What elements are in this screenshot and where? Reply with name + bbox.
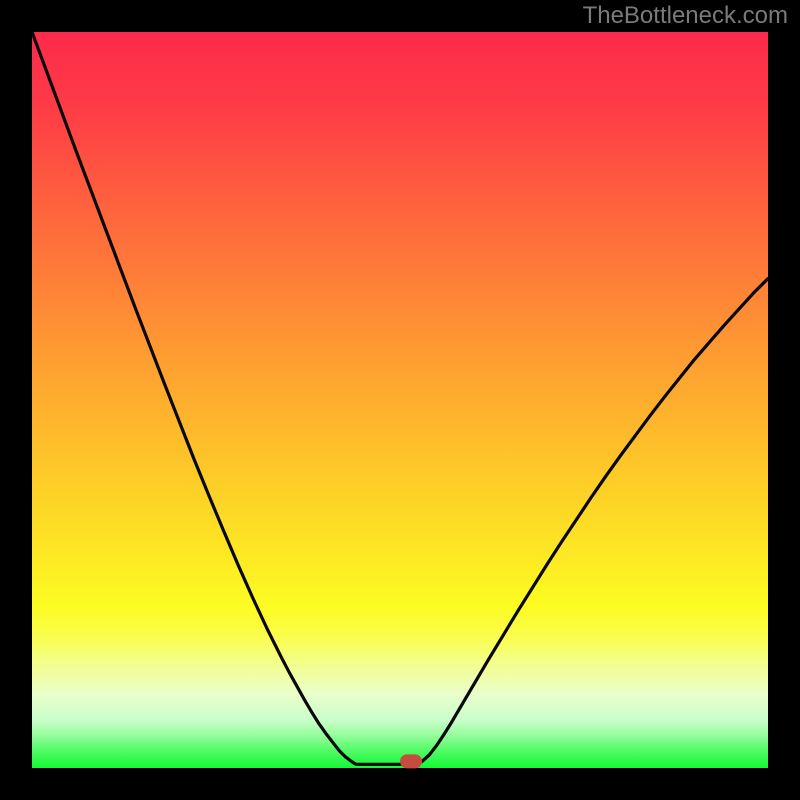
watermark-text: TheBottleneck.com <box>583 2 788 30</box>
bottleneck-chart <box>0 0 800 800</box>
chart-background <box>32 32 768 768</box>
optimal-point-marker <box>400 754 422 768</box>
